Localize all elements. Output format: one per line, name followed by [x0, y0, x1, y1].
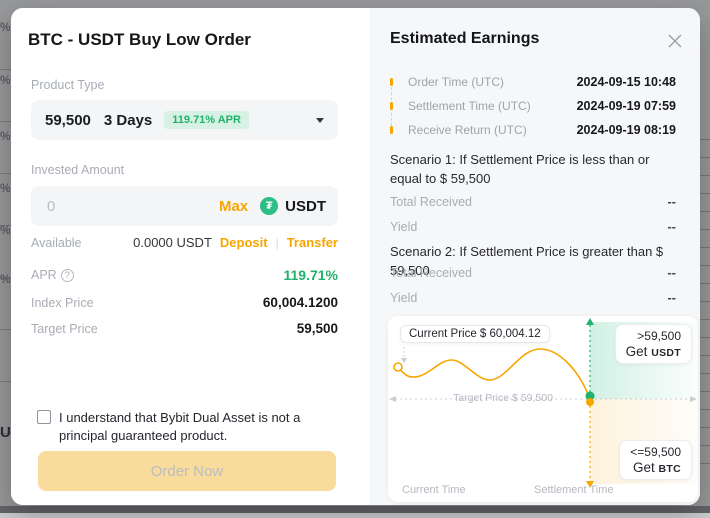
timeline-marker-icon: [390, 102, 393, 110]
target-price-row: Target Price 59,500: [31, 321, 338, 336]
x-axis-label-current-time: Current Time: [402, 484, 466, 496]
price-curve: [397, 348, 591, 400]
scenario1-yield-row: Yield --: [390, 219, 676, 234]
timeline-row-order-time: Order Time (UTC) 2024-09-15 10:48: [390, 74, 676, 90]
usdt-coin-icon: ₮: [260, 197, 279, 215]
backdrop-percent-fragment: %: [0, 129, 10, 143]
timeline-label: Order Time (UTC): [408, 75, 504, 89]
available-value: 0.0000 USDT: [133, 235, 212, 250]
timeline-label: Settlement Time (UTC): [408, 99, 531, 113]
backdrop-bottom-bar: [0, 506, 710, 513]
timeline-marker-icon: [390, 126, 393, 134]
upper-zone-label: >59,500 Get USDT: [614, 324, 692, 364]
total-received-value: --: [667, 265, 676, 280]
lower-zone-get: Get: [632, 460, 655, 475]
current-price-point: [393, 362, 403, 372]
target-price-label: Target Price: [31, 321, 98, 336]
yield-label: Yield: [390, 290, 418, 305]
lower-zone-asset: BTC: [658, 463, 681, 475]
transfer-link[interactable]: Transfer: [286, 235, 338, 250]
backdrop-percent-fragment: %: [0, 20, 10, 34]
target-price-value: 59,500: [296, 321, 338, 336]
amount-currency: USDT: [285, 197, 326, 215]
available-row: Available 0.0000 USDT Deposit | Transfer: [31, 235, 338, 250]
invested-amount-box: Max ₮ USDT: [31, 186, 338, 226]
settlement-point-green: [585, 391, 595, 401]
lower-zone-condition: <=59,500: [630, 445, 681, 459]
scenario1-title: Scenario 1: If Settlement Price is less …: [390, 152, 650, 186]
current-price-tooltip: Current Price $ 60,004.12: [400, 325, 550, 343]
timeline-row-receive-return: Receive Return (UTC) 2024-09-19 08:19: [390, 122, 676, 138]
backdrop-bottom-strip: [0, 513, 710, 518]
yield-value: --: [667, 219, 676, 234]
total-received-value: --: [667, 194, 676, 209]
timeline-row-settlement-time: Settlement Time (UTC) 2024-09-19 07:59: [390, 98, 676, 114]
upper-zone-get: Get: [625, 344, 648, 359]
apr-badge: 119.71% APR: [164, 111, 249, 129]
apr-row: APR ? 119.71%: [31, 267, 338, 283]
backdrop-percent-fragment: %: [0, 73, 10, 87]
x-axis-label-settlement-time: Settlement Time: [534, 484, 614, 496]
index-price-row: Index Price 60,004.1200: [31, 295, 338, 310]
timeline-value: 2024-09-15 10:48: [576, 75, 676, 89]
total-received-label: Total Received: [390, 194, 472, 209]
chevron-down-icon: [316, 117, 324, 123]
backdrop-table-left: [0, 18, 11, 478]
arrow-up-icon: [586, 318, 594, 325]
product-type-select[interactable]: 59,500 3 Days 119.71% APR: [31, 100, 338, 140]
agreement-text: I understand that Bybit Dual Asset is no…: [59, 410, 301, 443]
link-divider: |: [275, 235, 279, 250]
apr-value: 119.71%: [283, 267, 339, 283]
index-price-value: 60,004.1200: [262, 295, 338, 310]
timeline-value: 2024-09-19 08:19: [576, 123, 676, 137]
yield-value: --: [667, 290, 676, 305]
backdrop-table-right: [700, 122, 710, 478]
target-price-line-label: Target Price $ 59,500: [453, 392, 553, 404]
timeline-value: 2024-09-19 07:59: [576, 99, 676, 113]
total-received-label: Total Received: [390, 265, 472, 280]
arrow-down-icon: [586, 481, 594, 488]
backdrop-percent-fragment: %: [0, 272, 10, 286]
agreement-checkbox[interactable]: [37, 410, 51, 424]
help-icon[interactable]: ?: [60, 268, 74, 282]
timeline-marker-icon: [390, 78, 393, 86]
order-form-panel: BTC - USDT Buy Low Order Product Type 59…: [11, 8, 370, 505]
dual-asset-order-modal: BTC - USDT Buy Low Order Product Type 59…: [11, 8, 700, 505]
pointer-arrow-icon: [401, 358, 407, 363]
close-icon[interactable]: [666, 32, 684, 50]
arrow-left-icon: [389, 396, 396, 402]
arrow-right-icon: [690, 396, 697, 402]
max-button[interactable]: Max: [218, 197, 249, 215]
estimated-earnings-panel: Estimated Earnings Order Time (UTC) 2024…: [370, 8, 700, 505]
scenario1-total-row: Total Received --: [390, 194, 676, 209]
price-scenario-chart: Current Price $ 60,004.12 Target Price $…: [388, 316, 698, 502]
upper-zone-asset: USDT: [651, 347, 681, 359]
scenario2-title: Scenario 2: If Settlement Price is great…: [390, 244, 664, 278]
order-now-button[interactable]: Order Now: [38, 451, 336, 491]
earnings-title: Estimated Earnings: [390, 30, 540, 47]
timeline-label: Receive Return (UTC): [408, 123, 527, 137]
product-type-label: Product Type: [31, 78, 105, 92]
backdrop-percent-fragment: %: [0, 223, 10, 237]
apr-label: APR: [31, 268, 57, 282]
settlement-point-orange: [586, 398, 594, 406]
order-title: BTC - USDT Buy Low Order: [28, 30, 251, 49]
product-target-price: 59,500: [45, 111, 91, 129]
yield-label: Yield: [390, 219, 418, 234]
invested-amount-input[interactable]: [45, 196, 219, 216]
scenario2-yield-row: Yield --: [390, 290, 676, 305]
product-duration: 3 Days: [103, 111, 153, 129]
upper-zone-condition: >59,500: [637, 329, 681, 343]
backdrop-percent-fragment: %: [0, 181, 10, 195]
invested-amount-label: Invested Amount: [31, 163, 125, 177]
agreement-row: I understand that Bybit Dual Asset is no…: [37, 409, 337, 445]
available-label: Available: [31, 235, 82, 250]
deposit-link[interactable]: Deposit: [219, 235, 268, 250]
lower-zone-label: <=59,500 Get BTC: [619, 440, 692, 480]
index-price-label: Index Price: [31, 295, 94, 310]
scenario2-total-row: Total Received --: [390, 265, 676, 280]
